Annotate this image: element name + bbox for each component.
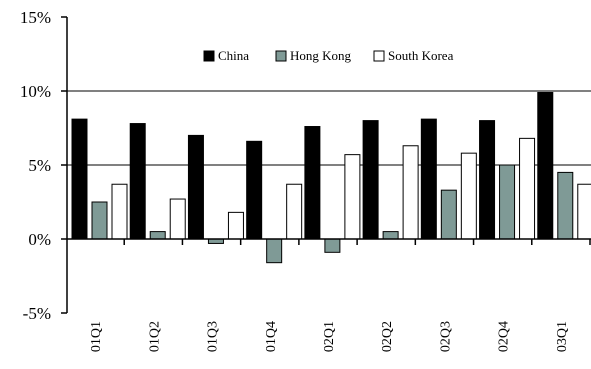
x-tick-label: 03Q1 bbox=[555, 321, 570, 352]
y-tick-label: 5% bbox=[28, 156, 51, 175]
bars-layer bbox=[71, 91, 591, 264]
bar-china-02Q3 bbox=[420, 118, 437, 240]
bar-hong-kong-02Q1 bbox=[324, 238, 341, 253]
bar-hong-kong-02Q3 bbox=[440, 189, 457, 240]
bar-south-korea-02Q1 bbox=[344, 154, 361, 240]
x-tick-label: 02Q1 bbox=[322, 321, 337, 352]
bar-hong-kong-01Q1 bbox=[91, 201, 108, 240]
legend-label-south-korea: South Korea bbox=[388, 48, 454, 63]
x-tick-label: 01Q1 bbox=[89, 321, 104, 352]
y-tick-labels: -5% 0% 5% 10% 15% bbox=[20, 8, 51, 323]
bar-hong-kong-02Q2 bbox=[382, 231, 399, 240]
bar-south-korea-01Q2 bbox=[169, 198, 186, 240]
y-tick-label: 0% bbox=[28, 230, 51, 249]
y-tick-label: -5% bbox=[23, 304, 51, 323]
bar-china-02Q1 bbox=[304, 126, 321, 240]
bar-south-korea-01Q4 bbox=[286, 183, 303, 240]
bar-china-02Q4 bbox=[479, 120, 496, 240]
x-tick-labels: 01Q1 01Q2 01Q3 01Q4 02Q1 02Q2 02Q3 02Q4 03Q1 bbox=[89, 321, 570, 352]
bar-hong-kong-01Q2 bbox=[149, 231, 166, 240]
bar-china-01Q1 bbox=[71, 118, 88, 240]
bar-south-korea-02Q2 bbox=[402, 145, 419, 240]
x-tick-label: 01Q2 bbox=[147, 321, 162, 352]
x-tick-label: 01Q3 bbox=[206, 321, 221, 352]
bar-hong-kong-02Q4 bbox=[499, 164, 516, 240]
bar-south-korea-01Q3 bbox=[227, 211, 244, 240]
axis-layer bbox=[61, 16, 591, 314]
y-tick-label: 15% bbox=[20, 8, 51, 27]
x-tick-label: 02Q4 bbox=[497, 321, 512, 352]
bar-south-korea-02Q4 bbox=[519, 137, 536, 240]
bar-china-01Q2 bbox=[129, 123, 146, 240]
bar-south-korea-03Q1 bbox=[577, 183, 591, 240]
legend-swatch-china bbox=[203, 50, 215, 62]
bar-south-korea-02Q3 bbox=[460, 152, 477, 240]
x-tick-label: 02Q2 bbox=[380, 321, 395, 352]
bar-china-02Q2 bbox=[362, 120, 379, 240]
bar-hong-kong-01Q4 bbox=[266, 238, 283, 264]
legend: China Hong Kong South Korea bbox=[203, 48, 454, 63]
legend-swatch-south-korea bbox=[373, 50, 385, 62]
bar-china-01Q4 bbox=[246, 140, 263, 240]
bar-china-01Q3 bbox=[187, 134, 204, 240]
x-tick-label: 01Q4 bbox=[264, 321, 279, 352]
legend-swatch-hong-kong bbox=[275, 50, 287, 62]
y-tick-label: 10% bbox=[20, 82, 51, 101]
bar-hong-kong-03Q1 bbox=[557, 171, 574, 240]
x-tick-label: 02Q3 bbox=[438, 321, 453, 352]
bar-south-korea-01Q1 bbox=[111, 183, 128, 240]
legend-label-hong-kong: Hong Kong bbox=[290, 48, 352, 63]
bar-china-03Q1 bbox=[537, 91, 554, 240]
legend-label-china: China bbox=[218, 48, 249, 63]
